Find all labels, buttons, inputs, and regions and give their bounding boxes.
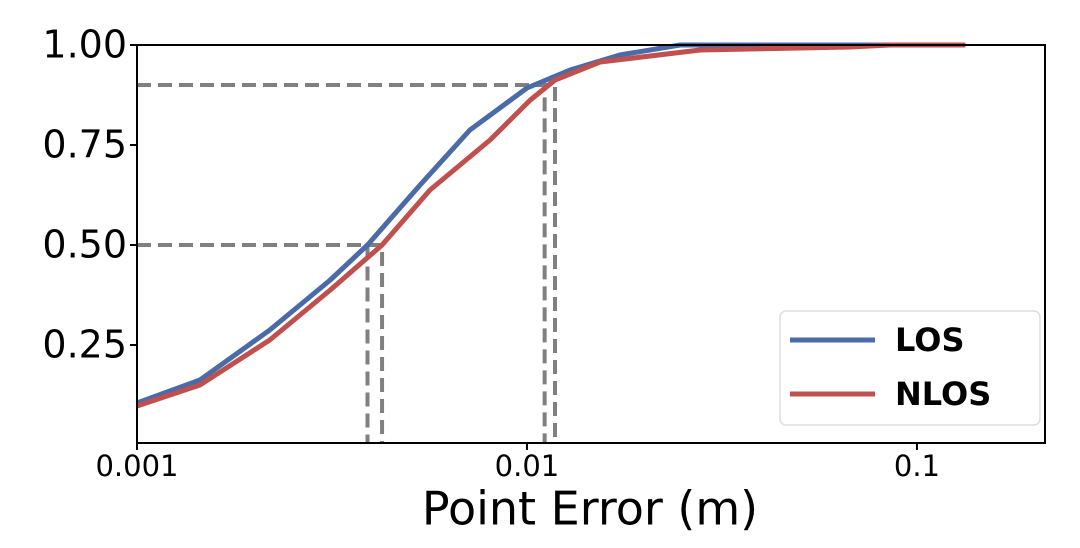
series-line xyxy=(136,42,966,406)
legend-label: LOS xyxy=(895,321,965,359)
y-tick-label: 0.50 xyxy=(42,223,127,267)
series-line xyxy=(136,42,966,409)
y-tick-label: 1.00 xyxy=(42,23,127,67)
reference-line xyxy=(137,83,547,443)
y-tick-label: 0.25 xyxy=(42,323,127,367)
legend-label: NLOS xyxy=(895,375,991,413)
x-tick-label: 0.001 xyxy=(95,449,178,483)
x-tick-label: 0.1 xyxy=(894,449,940,483)
x-tick-label: 0.01 xyxy=(495,449,560,483)
x-axis-label: Point Error (m) xyxy=(422,482,758,536)
reference-line xyxy=(137,83,558,443)
y-tick-label: 0.75 xyxy=(42,123,127,167)
